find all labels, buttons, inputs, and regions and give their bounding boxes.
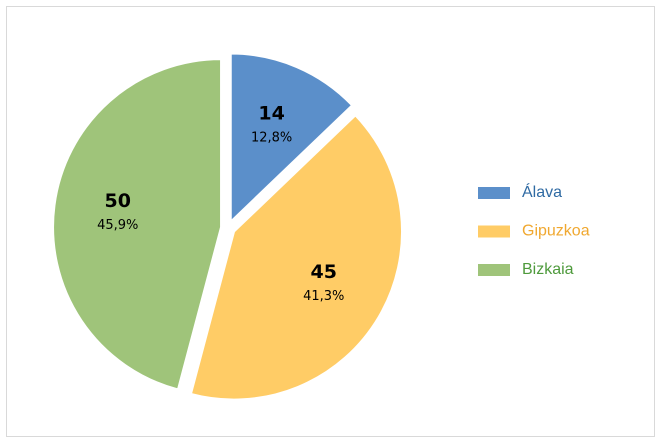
- percent-label: 12,8%: [251, 130, 292, 145]
- legend-swatch: [478, 187, 510, 199]
- data-label: 45: [311, 261, 337, 283]
- legend-label: Bizkaia: [522, 261, 574, 278]
- pie-slice: [229, 52, 354, 224]
- data-label: 14: [258, 102, 284, 124]
- percent-label: 45,9%: [97, 218, 138, 233]
- legend-swatch: [478, 264, 510, 276]
- percent-label: 41,3%: [303, 289, 344, 304]
- data-label: 50: [105, 190, 131, 212]
- pie-slice: [52, 58, 223, 391]
- legend-label: Álava: [522, 182, 562, 201]
- pie-slice: [189, 113, 404, 401]
- legend-label: Gipuzkoa: [522, 223, 590, 240]
- legend-swatch: [478, 225, 510, 238]
